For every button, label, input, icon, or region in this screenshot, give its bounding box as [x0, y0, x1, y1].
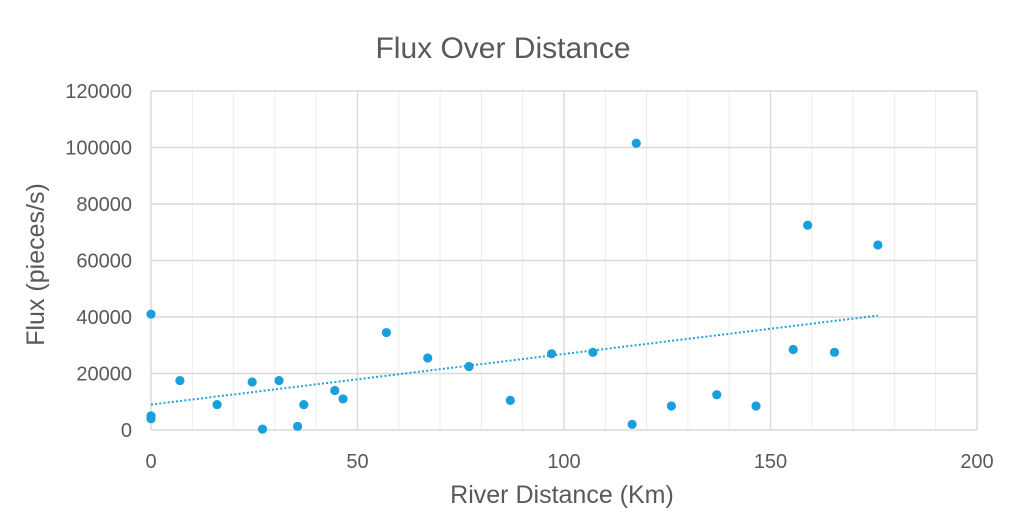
data-point	[464, 361, 474, 372]
x-tick-label: 0	[145, 451, 156, 473]
data-point	[247, 377, 257, 387]
y-tick-label: 120000	[65, 81, 132, 103]
y-tick-label: 80000	[76, 194, 132, 216]
data-point	[627, 419, 637, 429]
x-tick-label: 150	[754, 451, 787, 473]
data-point	[381, 327, 392, 338]
tick-labels: 0 50 100 150 200 0 20000 40000 60000 80000 100000 1…	[65, 81, 993, 473]
data-point	[293, 421, 303, 431]
data-point	[829, 347, 840, 357]
data-point	[212, 399, 222, 410]
data-point	[666, 401, 676, 411]
y-tick-label: 60000	[76, 251, 132, 273]
plot-area	[150, 90, 978, 431]
x-tick-label: 100	[547, 451, 580, 473]
data-point	[338, 394, 348, 404]
data-point	[631, 138, 641, 148]
data-point	[175, 375, 185, 386]
x-tick-label: 50	[346, 451, 368, 473]
data-point	[330, 385, 340, 396]
data-point	[146, 414, 156, 424]
data-point	[274, 375, 284, 386]
data-points	[146, 138, 883, 434]
data-point	[751, 401, 761, 411]
chart-title: Flux Over Distance	[375, 32, 630, 65]
data-point	[873, 240, 883, 250]
x-axis-title: River Distance (Km)	[450, 481, 674, 509]
x-tick-label: 200	[960, 451, 993, 473]
data-point	[712, 390, 722, 400]
y-tick-label: 40000	[76, 307, 132, 329]
data-point	[257, 424, 268, 434]
data-point	[299, 399, 309, 410]
data-point	[788, 344, 798, 355]
y-tick-label: 100000	[65, 138, 132, 160]
data-point	[803, 220, 813, 230]
y-tick-label: 20000	[76, 364, 132, 386]
y-axis-title: Flux (pieces/s)	[22, 183, 50, 346]
data-point	[547, 349, 557, 359]
data-point	[505, 395, 515, 405]
data-point	[146, 309, 156, 319]
data-point	[588, 347, 598, 357]
data-point	[423, 353, 433, 363]
trendline	[150, 314, 879, 406]
y-tick-label: 0	[121, 420, 132, 442]
